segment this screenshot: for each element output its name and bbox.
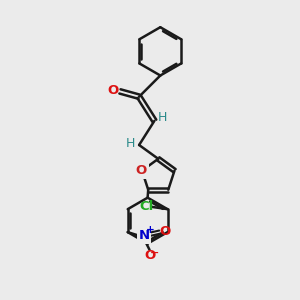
- Text: −: −: [150, 248, 160, 258]
- Text: O: O: [108, 84, 119, 97]
- Text: O: O: [144, 249, 155, 262]
- Text: O: O: [136, 164, 147, 176]
- Text: +: +: [146, 225, 155, 236]
- Text: H: H: [126, 137, 136, 150]
- Text: H: H: [158, 111, 167, 124]
- Text: Cl: Cl: [139, 200, 153, 213]
- Text: O: O: [159, 225, 170, 238]
- Text: N: N: [139, 229, 150, 242]
